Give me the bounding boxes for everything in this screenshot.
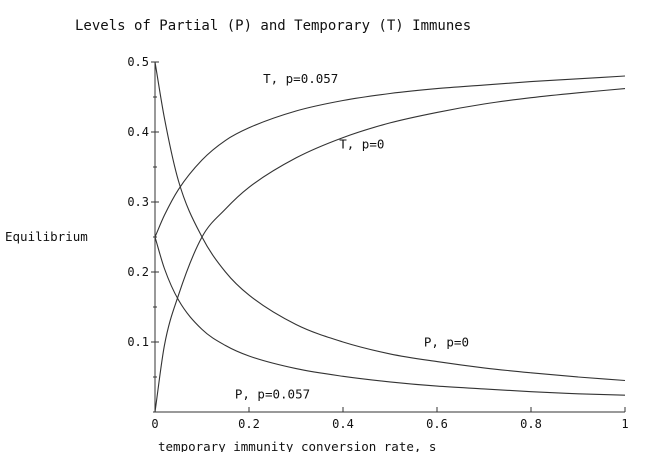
y-ticks: 0.1 0.2 0.3 0.4 0.5 xyxy=(127,55,159,413)
series-line-2 xyxy=(154,61,626,382)
y-tick-label: 0.2 xyxy=(127,265,149,279)
series-label-1: T, p=0 xyxy=(339,137,384,152)
x-tick-label: 0 xyxy=(151,417,158,431)
series-line-1 xyxy=(154,88,626,413)
y-axis-label: Equilibrium xyxy=(5,229,88,244)
y-tick-label: 0.1 xyxy=(127,335,149,349)
y-tick-label: 0.4 xyxy=(127,125,149,139)
series-label-3: P, p=0.057 xyxy=(235,387,310,402)
series-label-2: P, p=0 xyxy=(424,335,469,350)
x-tick-label: 0.2 xyxy=(238,417,260,431)
y-tick-label: 0.5 xyxy=(127,55,149,69)
chart-title: Levels of Partial (P) and Temporary (T) … xyxy=(75,18,471,34)
series-lines xyxy=(154,61,626,413)
x-tick-label: 1 xyxy=(621,417,628,431)
series-line-0 xyxy=(154,75,626,238)
x-tick-label: 0.6 xyxy=(426,417,448,431)
series-line-3 xyxy=(154,236,626,396)
series-labels: T, p=0.057 T, p=0 P, p=0 P, p=0.057 xyxy=(235,71,469,402)
x-tick-label: 0.8 xyxy=(520,417,542,431)
x-axis-label: temporary immunity conversion rate, s xyxy=(158,439,436,452)
axes xyxy=(154,62,625,413)
series-label-0: T, p=0.057 xyxy=(263,71,338,86)
x-tick-label: 0.4 xyxy=(332,417,354,431)
x-ticks: 0 0.2 0.4 0.6 0.8 1 xyxy=(151,407,629,431)
y-tick-label: 0.3 xyxy=(127,195,149,209)
